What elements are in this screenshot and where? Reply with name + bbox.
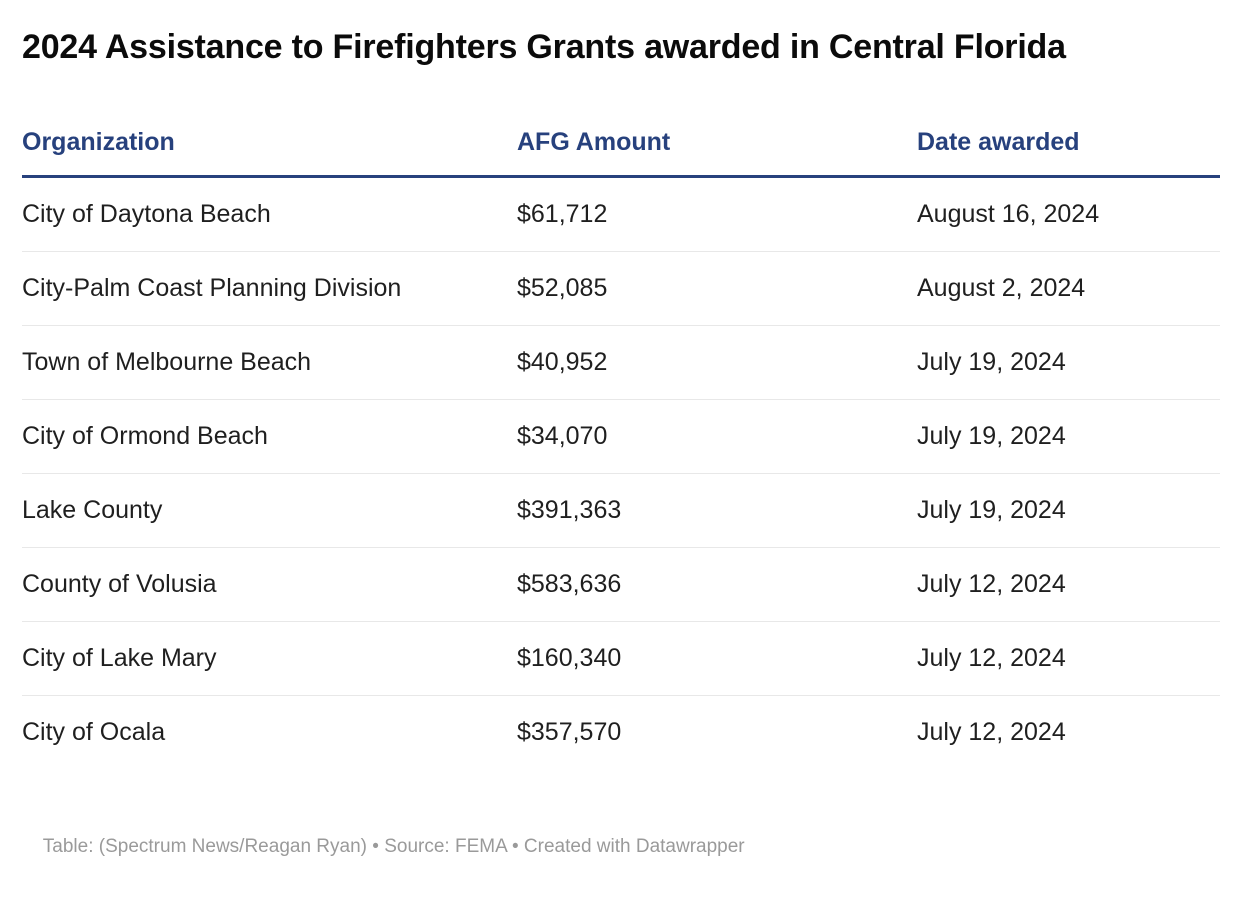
table-row: Lake County $391,363 July 19, 2024 bbox=[22, 473, 1220, 548]
table-row: County of Volusia $583,636 July 12, 2024 bbox=[22, 547, 1220, 622]
column-header-organization: Organization bbox=[22, 127, 517, 178]
cell-date: July 19, 2024 bbox=[917, 473, 1220, 548]
footer-separator: • bbox=[506, 836, 524, 857]
cell-amount: $160,340 bbox=[517, 621, 917, 696]
footer-datawrapper-credit-link[interactable]: Created with Datawrapper bbox=[523, 836, 745, 857]
cell-organization: City of Lake Mary bbox=[22, 621, 517, 696]
cell-date: August 16, 2024 bbox=[917, 200, 1100, 228]
cell-organization: City of Ocala bbox=[22, 695, 517, 769]
table-row: City of Ocala $357,570 July 12, 2024 bbox=[22, 695, 1220, 769]
header-row: Organization AFG Amount Date awarded bbox=[22, 127, 1220, 178]
table-header: Organization AFG Amount Date awarded bbox=[22, 127, 1220, 178]
table-row: City of Ormond Beach $34,070 July 19, 20… bbox=[22, 399, 1220, 474]
table-body: City of Daytona Beach $61,712 August 16,… bbox=[22, 177, 1220, 769]
page-title: 2024 Assistance to Firefighters Grants a… bbox=[22, 28, 1066, 66]
cell-amount: $61,712 bbox=[517, 200, 608, 228]
footer-byline: Table: (Spectrum News/Reagan Ryan) bbox=[42, 836, 367, 857]
table-row: City of Daytona Beach $61,712 August 16,… bbox=[22, 177, 1220, 252]
table-row: City of Lake Mary $160,340 July 12, 2024 bbox=[22, 621, 1220, 696]
cell-amount: $34,070 bbox=[517, 399, 917, 474]
cell-organization: Lake County bbox=[22, 473, 517, 548]
cell-date: July 12, 2024 bbox=[917, 547, 1220, 622]
cell-organization: City of Daytona Beach bbox=[22, 200, 271, 228]
cell-amount: $40,952 bbox=[517, 325, 917, 400]
cell-date: July 19, 2024 bbox=[917, 325, 1220, 400]
cell-organization: City-Palm Coast Planning Division bbox=[22, 251, 517, 326]
footer-separator: • bbox=[366, 836, 385, 857]
cell-organization: City of Ormond Beach bbox=[22, 399, 517, 474]
cell-date: July 12, 2024 bbox=[917, 621, 1220, 696]
table-row: City-Palm Coast Planning Division $52,08… bbox=[22, 251, 1220, 326]
cell-amount: $357,570 bbox=[517, 695, 917, 769]
cell-date: August 2, 2024 bbox=[917, 251, 1220, 326]
table-footer: Table: (Spectrum News/Reagan Ryan) • Sou… bbox=[22, 811, 1220, 883]
table-row: Town of Melbourne Beach $40,952 July 19,… bbox=[22, 325, 1220, 400]
footer-source: Source: FEMA bbox=[384, 836, 507, 857]
cell-amount: $583,636 bbox=[517, 547, 917, 622]
cell-date: July 12, 2024 bbox=[917, 695, 1220, 769]
cell-amount: $391,363 bbox=[517, 473, 917, 548]
column-header-date-awarded: Date awarded bbox=[917, 127, 1220, 178]
cell-date: July 19, 2024 bbox=[917, 399, 1220, 474]
cell-organization: Town of Melbourne Beach bbox=[22, 325, 517, 400]
column-header-afg-amount: AFG Amount bbox=[517, 127, 917, 178]
grants-table: Organization AFG Amount Date awarded Cit… bbox=[22, 127, 1220, 769]
cell-organization: County of Volusia bbox=[22, 547, 517, 622]
cell-amount: $52,085 bbox=[517, 251, 917, 326]
